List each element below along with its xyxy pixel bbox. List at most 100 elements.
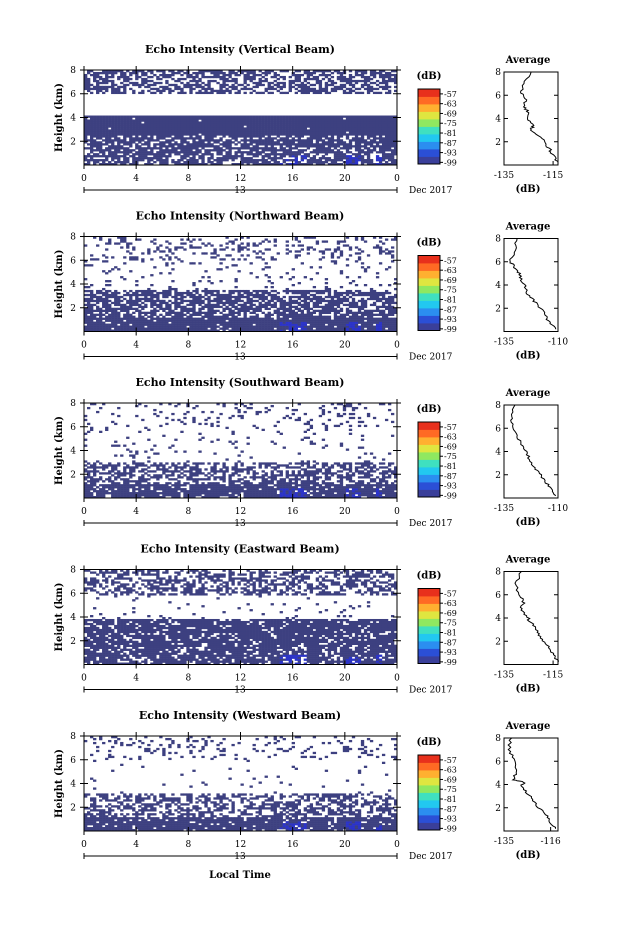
echo-cell [336,143,341,146]
echo-cell [300,121,304,124]
echo-cell [321,139,326,142]
echo-cell [324,121,329,124]
echo-cell [162,323,166,326]
echo-cell [111,268,115,271]
echo-cell [288,129,292,132]
echo-cell [114,289,118,293]
echo-cell [126,123,130,126]
echo-cell [300,119,304,122]
echo-cell [258,70,262,73]
echo-cell [237,115,241,118]
echo-cell [147,83,151,87]
echo-cell [177,125,181,128]
echo-cell [102,70,106,73]
echo-cell [276,143,280,146]
echo-cell [96,91,100,95]
echo-cell [384,129,389,132]
echo-cell [276,77,280,81]
echo-cell [276,133,280,136]
echo-cell [312,293,317,297]
echo-cell [180,317,184,320]
echo-cell [270,317,274,320]
echo-cell [246,307,250,311]
echo-cell [129,123,133,126]
echo-cell [318,129,323,132]
echo-cell [135,145,139,148]
echo-cell [378,252,383,255]
echo-cell [111,87,115,91]
echo-cell [336,301,341,305]
echo-cell [177,313,181,316]
echo-cell [189,121,193,124]
echo-cell [219,280,223,283]
echo-cell [363,321,368,324]
echo-cell [258,295,262,299]
echo-cell [297,151,301,154]
echo-cell [270,256,274,259]
echo-cell [366,123,371,126]
echo-cell [84,85,88,89]
echo-cell [105,131,109,134]
echo-cell [309,73,314,77]
echo-cell [306,125,311,128]
echo-cell [159,91,163,95]
echo-cell [366,157,371,160]
echo-cell [252,133,256,136]
echo-cell [186,85,190,89]
echo-cell [117,327,121,330]
echo-cell [117,313,121,316]
echo-cell [102,79,106,83]
avg-y-tick-label: 2 [495,138,501,148]
echo-cell [252,117,256,120]
echo-cell [264,139,268,142]
echo-cell [96,291,100,295]
echo-cell [312,145,317,148]
echo-cell [297,289,301,293]
echo-cell [105,327,109,330]
echo-cell [105,305,109,309]
echo-cell [333,81,338,85]
echo-cell [372,141,377,144]
echo-cell [255,159,259,162]
echo-cell [96,145,100,148]
echo-cell [258,147,262,150]
echo-cell [324,119,329,122]
echo-cell [243,115,247,118]
echo-cell [324,311,329,314]
echo-cell [294,87,298,91]
echo-cell [159,155,163,158]
echo-cell [90,70,94,73]
echo-cell [327,315,332,318]
echo-cell [231,127,235,130]
echo-cell [129,317,133,320]
echo-cell [360,123,365,126]
echo-cell [237,321,241,324]
echo-cell [339,75,344,79]
echo-cell [234,157,238,160]
echo-cell [222,91,226,95]
echo-cell [93,317,97,320]
echo-cell [207,85,211,89]
echo-cell [252,295,256,299]
echo-cell [300,305,304,309]
echo-cell [156,129,160,132]
echo-cell [381,87,386,91]
echo-cell [162,137,166,140]
echo-cell [243,157,247,160]
echo-cell [138,123,142,126]
echo-cell [168,117,172,120]
echo-cell [222,309,226,313]
echo-cell [204,293,208,297]
echo-cell [360,311,365,314]
echo-cell [288,135,292,138]
echo-cell [99,143,103,146]
echo-cell [336,329,341,332]
echo-cell [255,289,259,293]
echo-cell [177,297,181,301]
echo-cell [342,319,347,322]
echo-cell [279,145,283,148]
echo-cell [135,307,139,311]
echo-cell [222,89,226,93]
echo-cell [153,133,157,136]
echo-cell [342,299,347,303]
